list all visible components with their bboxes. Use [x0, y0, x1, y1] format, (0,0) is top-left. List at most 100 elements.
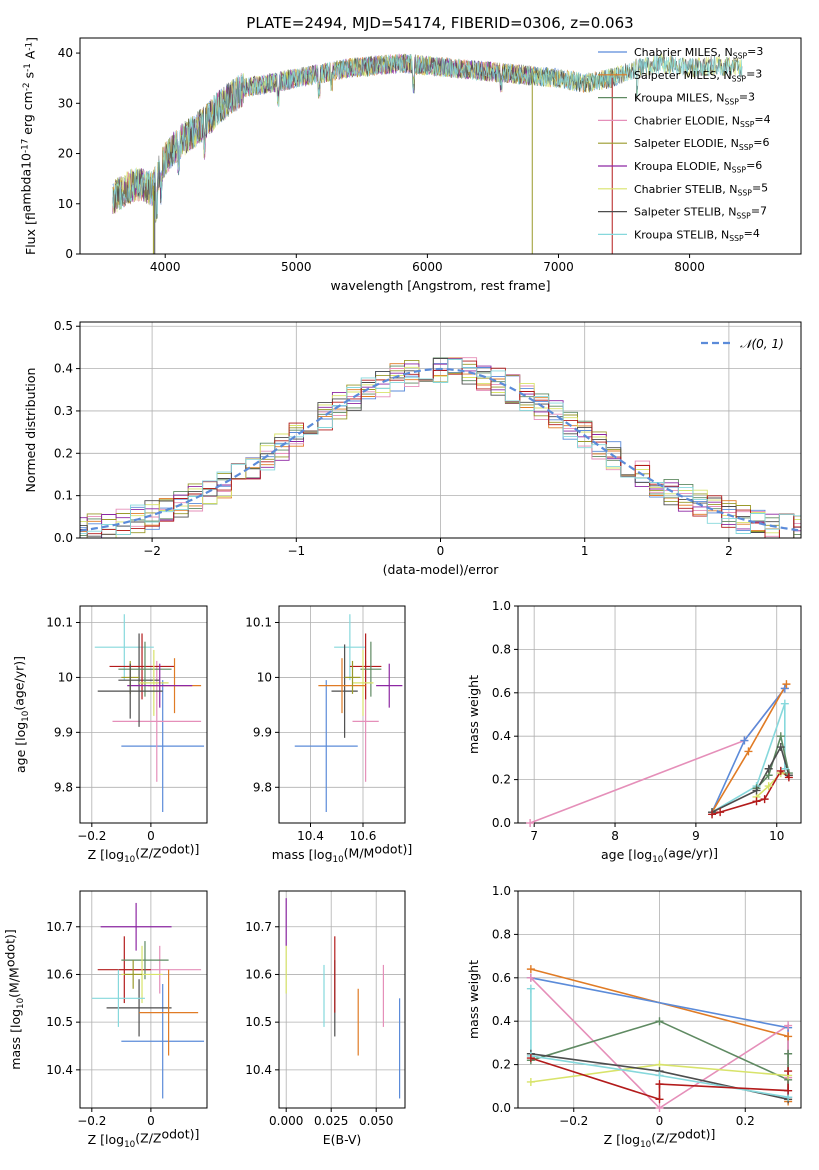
plot-area — [80, 357, 801, 538]
x-tick-label: 0.050 — [359, 1114, 393, 1128]
x-tick-label: 4000 — [150, 260, 181, 274]
plot-area — [94, 614, 205, 813]
grid — [518, 605, 801, 824]
histogram-step — [80, 357, 801, 538]
weight-line — [711, 703, 786, 813]
weight-marker — [780, 699, 789, 708]
x-axis-label: mass [log10(M/Modot)] — [272, 841, 412, 865]
weight-marker — [784, 1049, 793, 1058]
y-tick-label: 9.8 — [253, 780, 272, 794]
axes-frame — [517, 605, 802, 824]
legend-entry: Chabrier MILES, NSSP=3 — [634, 45, 763, 61]
weight-line — [530, 1020, 789, 1082]
y-tick-label: 10.4 — [245, 1063, 272, 1077]
plot-area — [529, 683, 790, 823]
histogram-step — [80, 358, 801, 538]
weight-marker — [526, 1054, 535, 1063]
x-tick-label: −0.2 — [77, 1114, 106, 1128]
legend-entry: Kroupa STELIB, NSSP=4 — [634, 227, 760, 243]
y-tick-label: 10.7 — [46, 920, 73, 934]
legend-entry: Kroupa MILES, NSSP=3 — [634, 90, 755, 106]
weight-marker — [752, 797, 761, 806]
y-tick-label: 0.2 — [492, 773, 511, 787]
spectrum-line — [112, 54, 743, 220]
x-axis-label: Z [log10(Z/Zodot)] — [88, 1126, 200, 1150]
y-tick-label: 10 — [58, 670, 73, 684]
weight-marker — [744, 747, 753, 756]
legend-entry: Chabrier STELIB, NSSP=5 — [634, 182, 768, 198]
axes-frame — [278, 605, 406, 824]
x-tick-label: −2 — [143, 544, 161, 558]
plot-area — [285, 898, 401, 1099]
plot-area — [112, 53, 743, 254]
y-axis-label: mass weight — [466, 675, 481, 754]
histogram-step — [80, 358, 801, 538]
y-tick-label: 10 — [257, 670, 272, 684]
x-tick-label: 10.6 — [350, 829, 377, 843]
y-axis-label: mass weight — [466, 960, 481, 1039]
y-axis-label: Flux [flambda10-17 erg cm-2 s-1 A-1] — [19, 37, 39, 255]
x-axis-label: age [log10(age/yr)] — [601, 846, 718, 865]
axes-spectrum: 4000 5000 6000 7000 8000 0 10 20 30 40 wavelength … — [19, 37, 802, 293]
y-tick-label: 0.8 — [492, 927, 511, 941]
y-tick-label: 9.9 — [54, 725, 73, 739]
y-tick-label: 20 — [58, 147, 73, 161]
weight-marker — [655, 1017, 664, 1026]
x-axis-label: (data-model)/error — [383, 562, 500, 577]
y-tick-label: 10.6 — [46, 967, 73, 981]
grid — [80, 606, 207, 823]
y-tick-label: 30 — [58, 96, 73, 110]
weight-marker — [784, 1021, 793, 1030]
axes-frame — [278, 890, 406, 1109]
histogram-step — [80, 357, 801, 538]
x-tick-label: 7 — [530, 829, 538, 843]
y-tick-label: 0.1 — [54, 489, 73, 503]
y-tick-label: 0.5 — [54, 319, 73, 333]
x-tick-label: −1 — [287, 544, 305, 558]
x-tick-label: 10 — [769, 829, 784, 843]
legend: 𝒩(0, 1) — [701, 337, 784, 351]
plot-area — [294, 614, 403, 813]
weight-marker — [764, 782, 773, 791]
y-tick-label: 0 — [65, 247, 73, 261]
y-tick-label: 10.5 — [245, 1015, 272, 1029]
weight-marker — [526, 1077, 535, 1086]
y-tick-label: 10.7 — [245, 920, 272, 934]
weight-marker — [752, 786, 761, 795]
weight-marker — [784, 773, 793, 782]
axes-mass-vs-Z: −0.2 0 10.4 10.5 10.6 10.7 Z [log10(Z/Zodot)] m… — [2, 890, 208, 1150]
x-tick-label: −0.2 — [77, 829, 106, 843]
x-axis-label: E(B-V) — [323, 1132, 362, 1147]
y-tick-label: 10.4 — [46, 1063, 73, 1077]
x-axis-label: wavelength [Angstrom, rest frame] — [330, 278, 550, 293]
y-tick-label: 0.6 — [492, 686, 511, 700]
weight-marker — [776, 766, 785, 775]
x-tick-label: 10.4 — [297, 829, 324, 843]
y-tick-label: 0.0 — [54, 531, 73, 545]
weight-marker — [764, 764, 773, 773]
weight-marker — [655, 1071, 664, 1080]
axes-age-vs-Z: −0.2 0 9.8 9.9 10 10.1 Z [log10(Z/Zodot)] age [… — [12, 605, 208, 865]
y-tick-label: 9.8 — [54, 780, 73, 794]
weight-marker — [776, 743, 785, 752]
spectrum-line — [112, 53, 743, 219]
weight-marker — [784, 1067, 793, 1076]
y-tick-label: 0.2 — [54, 446, 73, 460]
y-tick-label: 10.1 — [46, 615, 73, 629]
y-tick-label: 10.6 — [245, 967, 272, 981]
legend-entry: Salpeter STELIB, NSSP=7 — [634, 204, 767, 220]
weight-marker — [780, 764, 789, 773]
weight-marker — [784, 1032, 793, 1041]
weight-marker — [655, 1095, 664, 1104]
axes-mass-vs-EBV: 0.000 0.025 0.050 10.4 10.5 10.6 10.7 E(B-V) — [245, 890, 406, 1147]
weight-line — [530, 988, 789, 1098]
x-axis-label: Z [log10(Z/Zodot)] — [88, 841, 200, 865]
y-tick-label: 0.4 — [54, 362, 73, 376]
weight-marker — [655, 1080, 664, 1089]
x-tick-label: 2 — [725, 544, 733, 558]
y-tick-label: 0.4 — [492, 729, 511, 743]
y-tick-label: 0.0 — [492, 816, 511, 830]
axes-frame — [79, 890, 208, 1109]
weight-marker — [526, 965, 535, 974]
weight-marker — [526, 973, 535, 982]
